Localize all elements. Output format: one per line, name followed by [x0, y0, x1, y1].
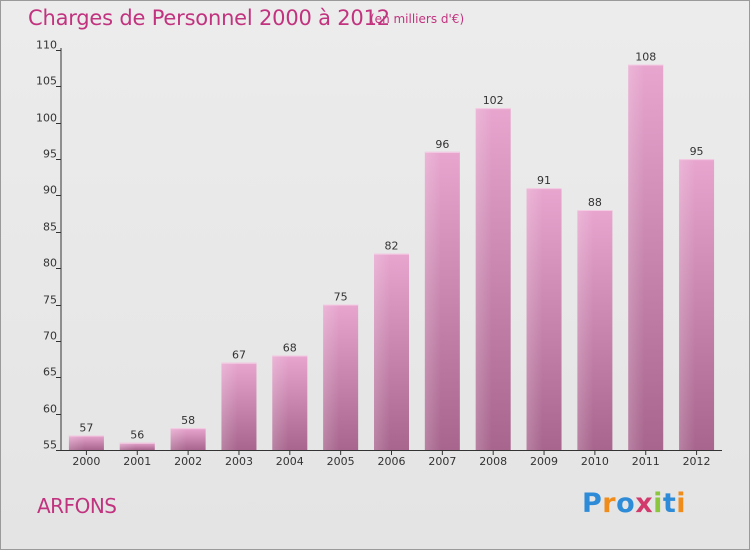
y-tick-label: 60 — [43, 403, 57, 416]
proxiti-logo[interactable]: Proxiti — [582, 488, 686, 519]
x-tick-label: 2004 — [276, 455, 304, 468]
x-tick-label: 2000 — [72, 455, 100, 468]
bar-highlight — [628, 64, 644, 450]
chart-subtitle: (en milliers d'€) — [370, 12, 465, 26]
data-labels: 57 56 58 67 68 75 82 96 102 91 88 108 95 — [79, 51, 703, 442]
x-tick-label: 2003 — [225, 455, 253, 468]
bar-value-label: 67 — [232, 349, 246, 362]
x-tick-label: 2011 — [632, 455, 660, 468]
bar-value-label: 57 — [79, 421, 93, 434]
y-tick-label: 75 — [43, 294, 57, 307]
bar-value-label: 68 — [283, 341, 297, 354]
x-tick-label: 2002 — [174, 455, 202, 468]
bar-value-label: 102 — [483, 94, 504, 107]
bar-highlight — [272, 355, 289, 450]
commune-name: ARFONS — [37, 494, 117, 518]
bar-highlight — [475, 108, 492, 450]
y-tick-label: 90 — [43, 184, 57, 197]
bars — [68, 64, 715, 450]
y-tick-label: 80 — [43, 257, 57, 270]
bar-highlight — [679, 159, 695, 450]
bar — [119, 442, 155, 450]
y-tick-label: 55 — [43, 439, 57, 452]
y-tick-label: 65 — [43, 366, 57, 379]
logo-letter: P — [582, 488, 603, 519]
x-tick-label: 2012 — [683, 455, 711, 468]
bar-value-label: 75 — [334, 291, 348, 304]
bar-value-label: 96 — [435, 138, 449, 151]
x-tick-label: 2007 — [428, 455, 456, 468]
y-tick-label: 105 — [36, 75, 57, 88]
logo-letter: o — [616, 488, 636, 519]
logo-letter: r — [602, 488, 617, 519]
y-axis: 55 60 65 70 75 80 85 90 95 100 105 110 — [36, 39, 62, 452]
y-tick-label: 110 — [36, 39, 57, 52]
bar-value-label: 95 — [690, 145, 704, 158]
x-tick-label: 2008 — [479, 455, 507, 468]
bar-highlight — [424, 151, 441, 450]
bar-value-label: 82 — [385, 240, 399, 253]
bar-highlight — [577, 210, 594, 450]
logo-letter: x — [635, 488, 654, 519]
bar-value-label: 108 — [635, 51, 656, 64]
logo-letter: t — [662, 488, 677, 519]
x-tick-label: 2010 — [581, 455, 609, 468]
y-tick-label: 95 — [43, 148, 57, 161]
x-tick-label: 2006 — [378, 455, 406, 468]
logo-letter: i — [653, 488, 663, 519]
bar-highlight — [526, 188, 543, 450]
y-tick-label: 100 — [36, 112, 57, 125]
y-tick-label: 70 — [43, 330, 57, 343]
x-tick-label: 2005 — [327, 455, 355, 468]
bar-highlight — [119, 442, 136, 450]
bar-highlight — [323, 304, 339, 450]
chart-title: Charges de Personnel 2000 à 2012 — [28, 6, 390, 30]
bar-value-label: 91 — [537, 174, 551, 187]
y-tick-label: 85 — [43, 221, 57, 234]
bar-value-label: 88 — [588, 196, 602, 209]
x-tick-label: 2009 — [530, 455, 558, 468]
bar-highlight — [68, 435, 85, 450]
bar-value-label: 58 — [181, 414, 195, 427]
bar-highlight — [221, 362, 238, 450]
logo-letter: i — [676, 488, 687, 519]
x-tick-label: 2001 — [123, 455, 151, 468]
bar-highlight — [374, 253, 390, 450]
bar-value-label: 56 — [130, 429, 144, 442]
bar-highlight — [170, 428, 187, 450]
x-axis: 2000 2001 2002 2003 2004 2005 2006 2007 2008 2009… — [61, 450, 722, 468]
